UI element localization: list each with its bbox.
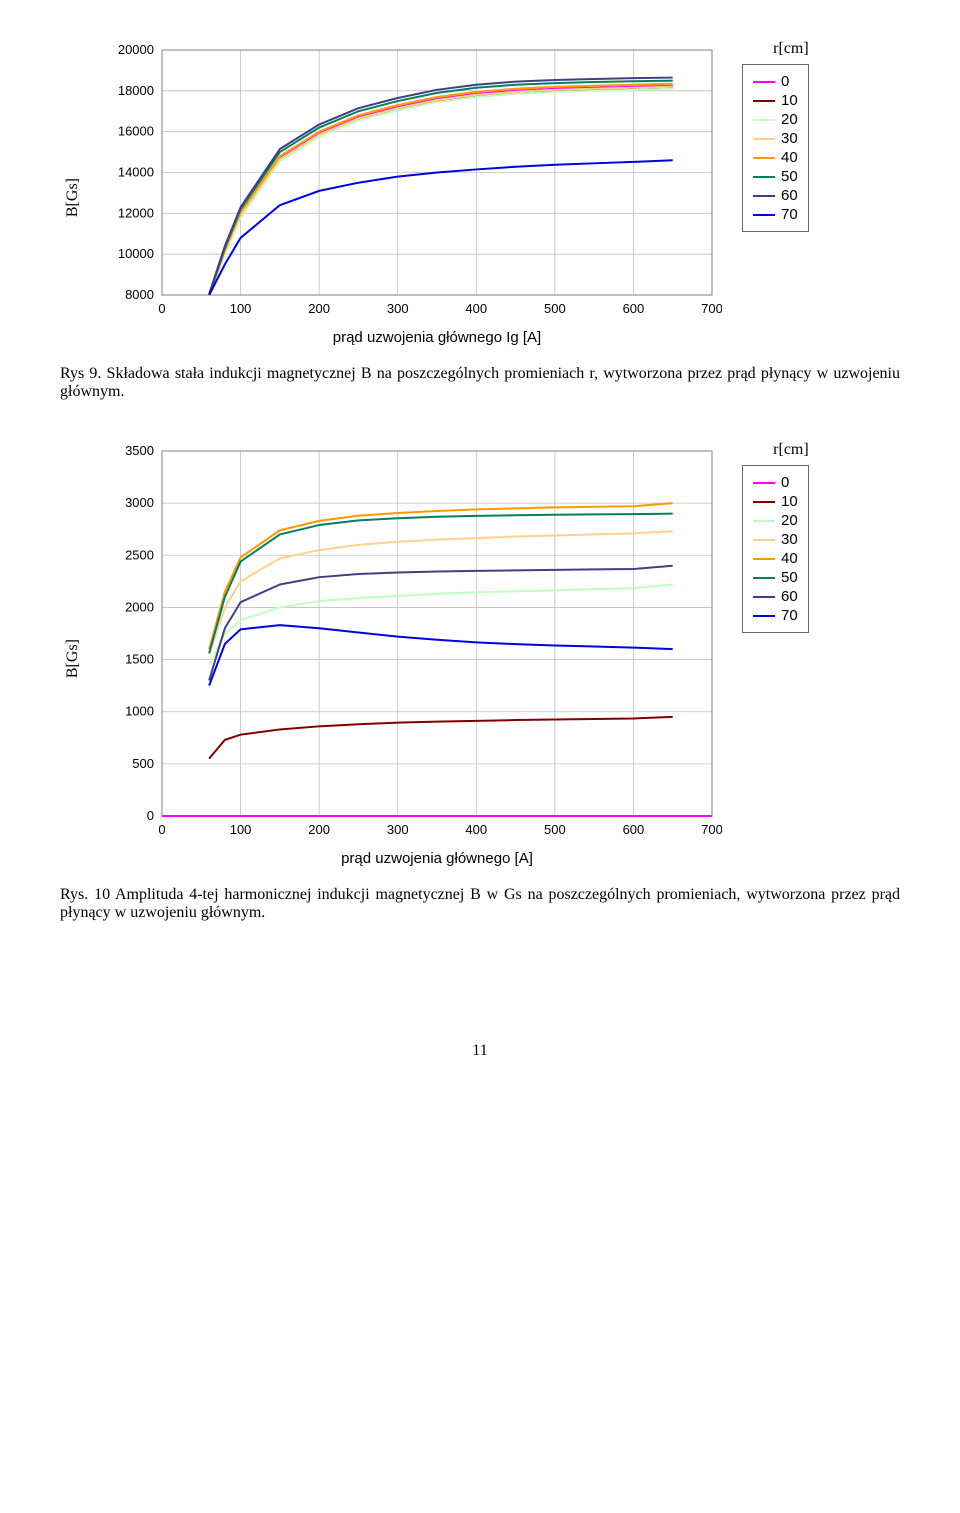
legend-label: 50 <box>781 569 798 586</box>
legend-swatch <box>753 520 775 522</box>
legend-swatch <box>753 100 775 102</box>
legend-label: 70 <box>781 607 798 624</box>
legend-item: 70 <box>753 607 798 624</box>
legend-label: 70 <box>781 206 798 223</box>
legend-swatch <box>753 501 775 503</box>
legend-item: 0 <box>753 73 798 90</box>
figure-2: B[Gs] 0100200300400500600700050010001500… <box>60 441 900 922</box>
legend-swatch <box>753 176 775 178</box>
legend-item: 30 <box>753 130 798 147</box>
chart2-legend-wrap: r[cm] 0 10 20 30 <box>742 441 809 633</box>
svg-text:500: 500 <box>132 756 154 771</box>
figure-1: B[Gs] 0100200300400500600700800010000120… <box>60 40 900 401</box>
legend-swatch <box>753 482 775 484</box>
svg-text:3500: 3500 <box>125 443 154 458</box>
legend-label: 10 <box>781 493 798 510</box>
svg-text:200: 200 <box>308 822 330 837</box>
svg-text:3000: 3000 <box>125 495 154 510</box>
legend-label: 20 <box>781 111 798 128</box>
legend-label: 30 <box>781 130 798 147</box>
legend-item: 20 <box>753 512 798 529</box>
legend-swatch <box>753 615 775 617</box>
legend-item: 10 <box>753 493 798 510</box>
chart1-plot: 0 100 200 300 400 500 600 700 8000 10000 12000 1400… <box>102 40 722 355</box>
legend-item: 70 <box>753 206 798 223</box>
legend-swatch <box>753 596 775 598</box>
legend-swatch <box>753 195 775 197</box>
chart2-legend: 0 10 20 30 40 <box>742 465 809 633</box>
page-number: 11 <box>60 1042 900 1060</box>
svg-text:14000: 14000 <box>118 165 154 180</box>
svg-text:prąd uzwojenia głównego Ig [A]: prąd uzwojenia głównego Ig [A] <box>333 329 541 346</box>
legend-item: 20 <box>753 111 798 128</box>
legend-swatch <box>753 558 775 560</box>
legend-label: 60 <box>781 588 798 605</box>
svg-text:1000: 1000 <box>125 704 154 719</box>
legend-label: 50 <box>781 168 798 185</box>
svg-text:400: 400 <box>465 822 487 837</box>
svg-text:2500: 2500 <box>125 547 154 562</box>
legend-swatch <box>753 138 775 140</box>
legend-label: 40 <box>781 149 798 166</box>
svg-text:16000: 16000 <box>118 124 154 139</box>
svg-text:500: 500 <box>544 301 566 316</box>
legend-label: 20 <box>781 512 798 529</box>
legend-item: 50 <box>753 168 798 185</box>
legend-item: 10 <box>753 92 798 109</box>
legend-label: 60 <box>781 187 798 204</box>
svg-text:300: 300 <box>387 822 409 837</box>
legend-item: 50 <box>753 569 798 586</box>
legend-swatch <box>753 539 775 541</box>
svg-text:8000: 8000 <box>125 287 154 302</box>
svg-text:200: 200 <box>308 301 330 316</box>
chart2-ylabel: B[Gs] <box>60 639 82 678</box>
legend-label: 0 <box>781 73 789 90</box>
svg-text:500: 500 <box>544 822 566 837</box>
legend-swatch <box>753 81 775 83</box>
chart1-legend-wrap: r[cm] 0 10 20 30 <box>742 40 809 232</box>
legend-item: 60 <box>753 588 798 605</box>
svg-text:10000: 10000 <box>118 246 154 261</box>
svg-text:12000: 12000 <box>118 205 154 220</box>
svg-text:100: 100 <box>230 822 252 837</box>
svg-text:100: 100 <box>230 301 252 316</box>
legend-item: 40 <box>753 550 798 567</box>
legend-item: 30 <box>753 531 798 548</box>
chart2-legend-title: r[cm] <box>742 441 809 459</box>
legend-label: 10 <box>781 92 798 109</box>
legend-label: 0 <box>781 474 789 491</box>
legend-item: 0 <box>753 474 798 491</box>
legend-item: 40 <box>753 149 798 166</box>
svg-text:20000: 20000 <box>118 42 154 57</box>
legend-swatch <box>753 119 775 121</box>
legend-label: 40 <box>781 550 798 567</box>
figure-2-caption: Rys. 10 Amplituda 4-tej harmonicznej ind… <box>60 886 900 922</box>
svg-text:1500: 1500 <box>125 652 154 667</box>
svg-text:0: 0 <box>158 301 165 316</box>
chart1-ylabel: B[Gs] <box>60 178 82 217</box>
svg-text:0: 0 <box>147 808 154 823</box>
chart1-legend: 0 10 20 30 40 <box>742 64 809 232</box>
chart2-plot: 0 100 200 300 400 500 600 700 0 500 1000 1500 2000 25… <box>102 441 722 876</box>
legend-item: 60 <box>753 187 798 204</box>
svg-text:700: 700 <box>701 822 722 837</box>
svg-text:600: 600 <box>623 822 645 837</box>
legend-label: 30 <box>781 531 798 548</box>
svg-text:0: 0 <box>158 822 165 837</box>
figure-1-caption: Rys 9. Składowa stała indukcji magnetycz… <box>60 365 900 401</box>
svg-text:400: 400 <box>465 301 487 316</box>
legend-swatch <box>753 214 775 216</box>
chart1-legend-title: r[cm] <box>742 40 809 58</box>
svg-text:600: 600 <box>623 301 645 316</box>
legend-swatch <box>753 577 775 579</box>
legend-swatch <box>753 157 775 159</box>
svg-text:2000: 2000 <box>125 599 154 614</box>
svg-text:300: 300 <box>387 301 409 316</box>
svg-text:700: 700 <box>701 301 722 316</box>
svg-text:18000: 18000 <box>118 83 154 98</box>
svg-text:prąd uzwojenia głównego [A]: prąd uzwojenia głównego [A] <box>341 850 533 867</box>
